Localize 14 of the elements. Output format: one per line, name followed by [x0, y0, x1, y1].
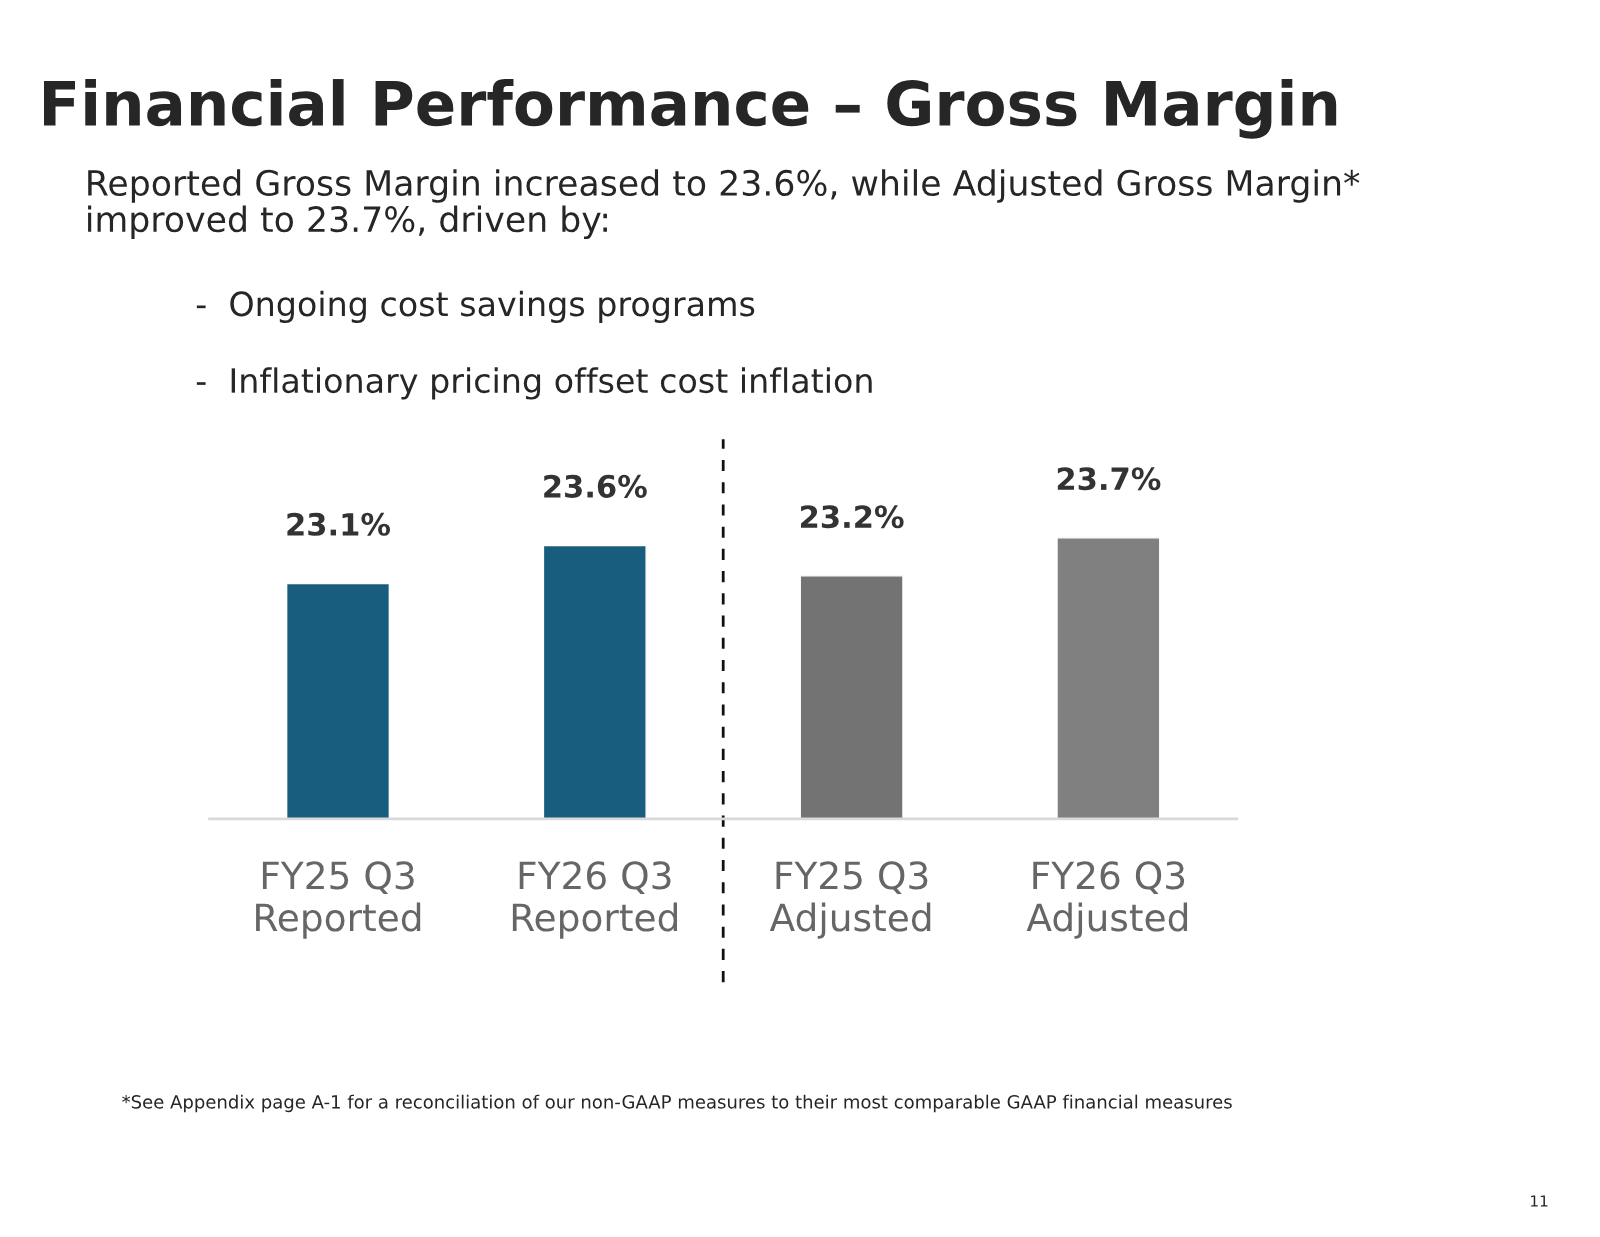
data-label: 23.1%	[287, 512, 391, 536]
data-label: 23.6%	[544, 474, 647, 498]
text: 11	[1531, 1195, 1548, 1207]
text: - Ongoing cost savings programs	[196, 290, 755, 323]
text: - Inflationary pricing offset cost inflation	[196, 367, 872, 400]
text: *See Appendix page A-1 for a reconciliation of our non-GAAP measures to their most comparable GAAP financial measures	[122, 1094, 1232, 1113]
x-tick-label: FY26 Q3 Reported	[512, 861, 677, 939]
x-tick-label: FY25 Q3 Reported	[256, 861, 421, 939]
data-label: 23.2%	[801, 505, 904, 529]
data-label: 23.7%	[1057, 467, 1161, 491]
chart-subtitle: Reported Gross Margin increased to 23.6%, while Adjusted Gross Margin* improved to 23.7%, driven by:	[88, 169, 1360, 240]
x-tick-label: FY25 Q3 Adjusted	[769, 861, 931, 939]
x-tick-label: FY26 Q3 Adjusted	[1026, 861, 1188, 939]
chart-title: Financial Performance – Gross Margin	[44, 79, 1337, 139]
